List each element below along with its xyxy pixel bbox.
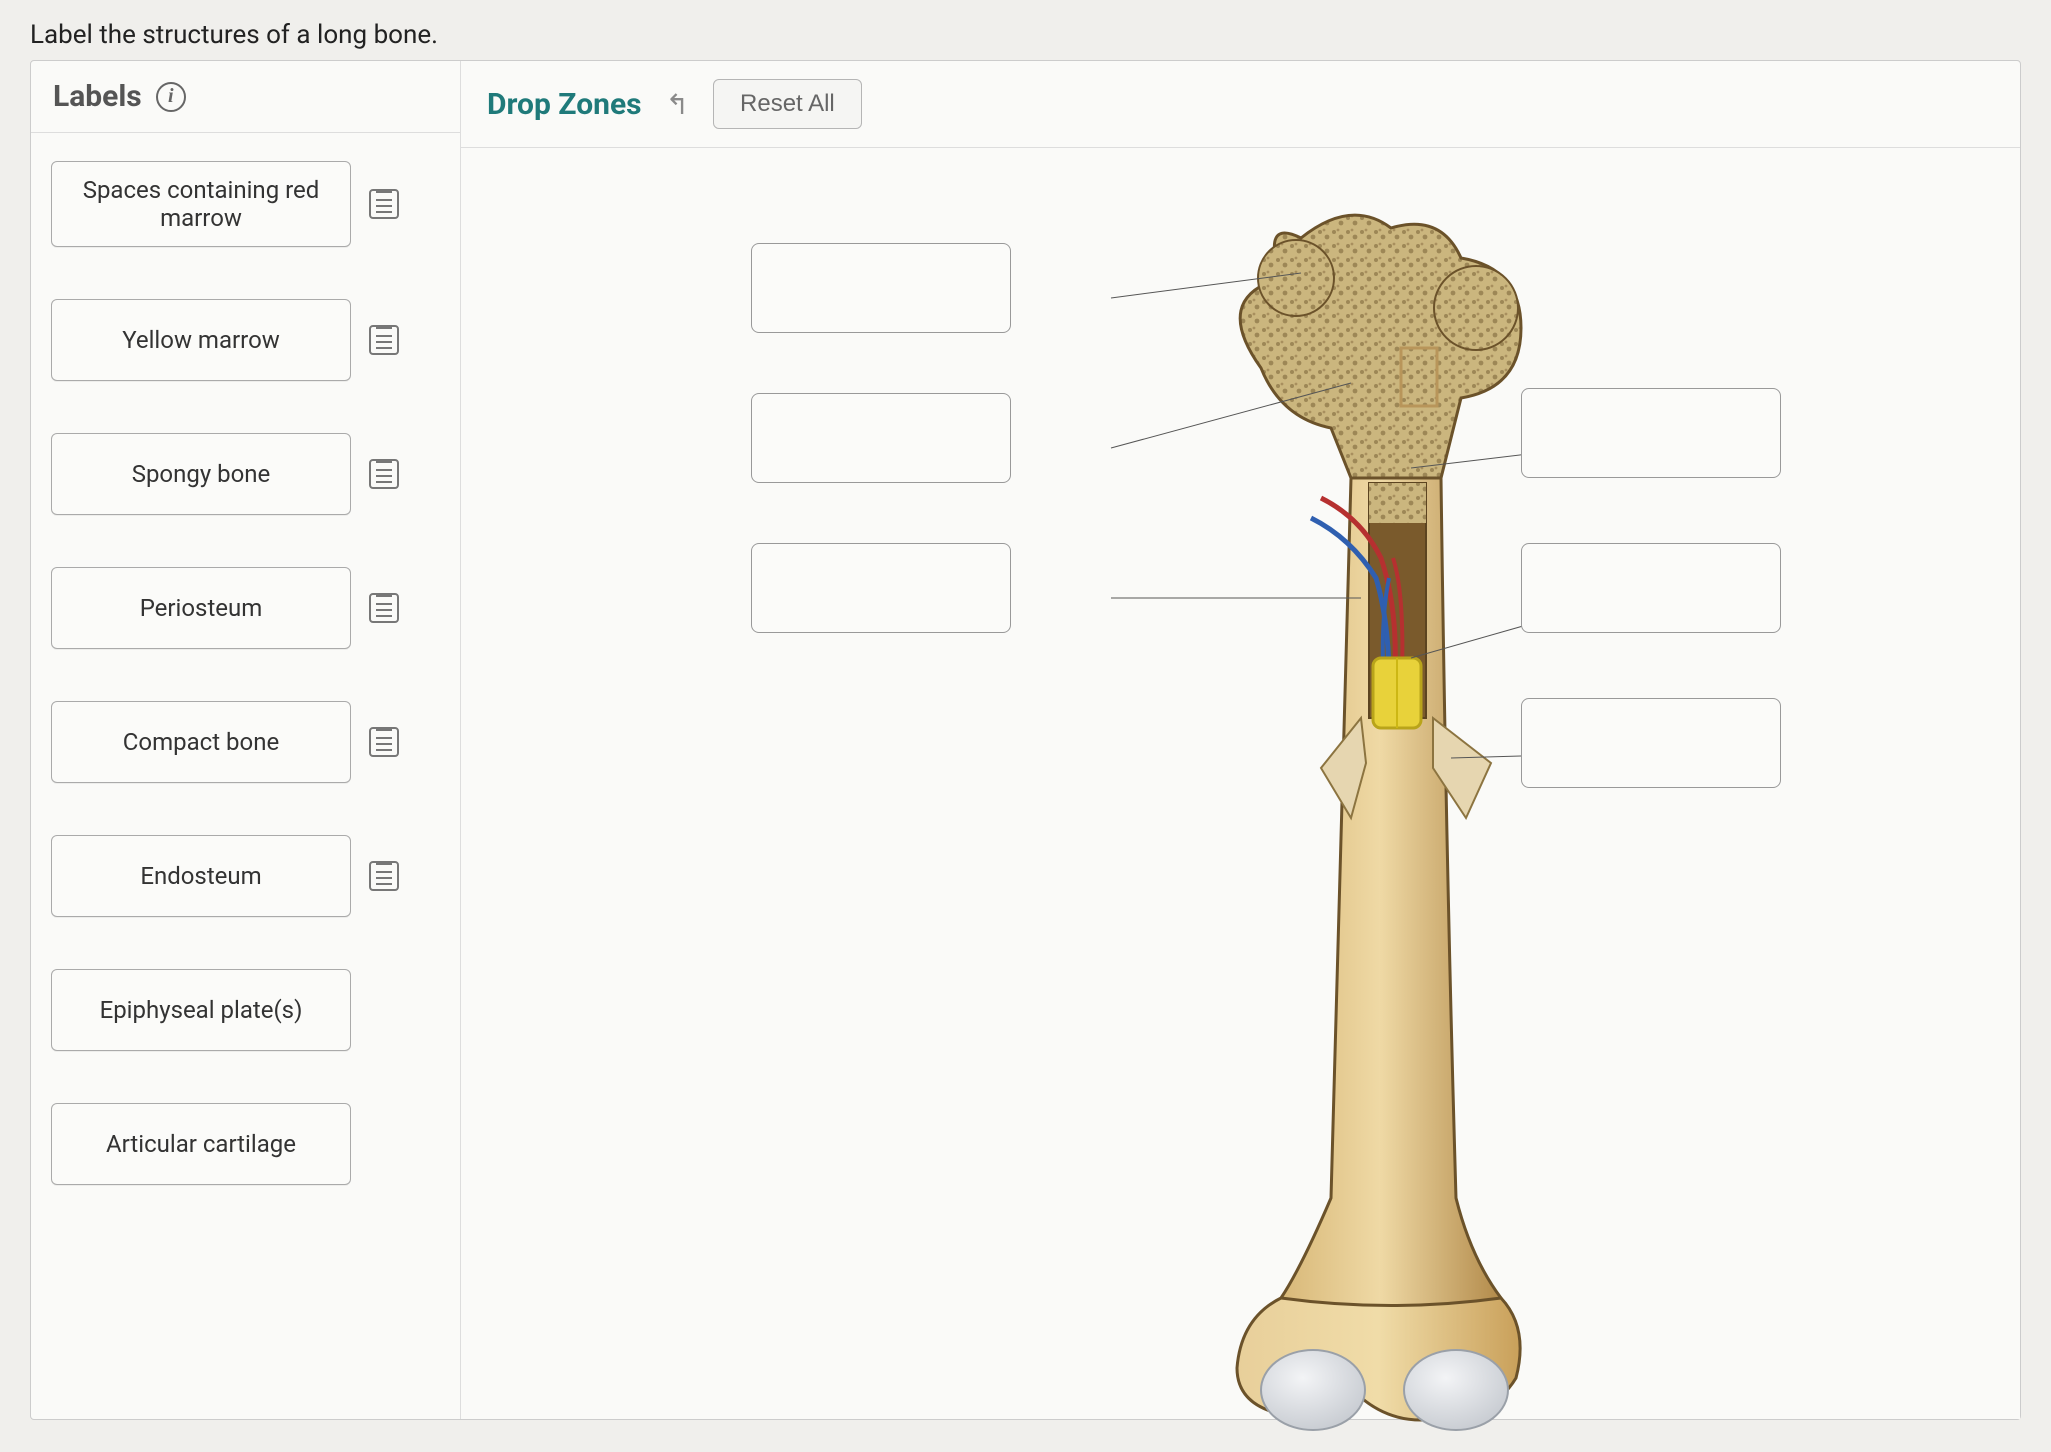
label-card[interactable]: Spaces containing red marrow [51,161,351,247]
drop-target[interactable] [1521,698,1781,788]
dropzones-canvas [461,148,2020,1419]
bone-diagram [561,158,1961,1438]
exercise-panel: Labels i Spaces containing red marrow Ye… [30,60,2021,1420]
undo-icon[interactable]: ↰ [666,88,689,121]
label-card[interactable]: Yellow marrow [51,299,351,381]
labels-header: Labels i [31,61,460,133]
drop-target[interactable] [751,393,1011,483]
drop-target[interactable] [1521,388,1781,478]
label-row: Epiphyseal plate(s) [51,969,440,1051]
label-card[interactable]: Endosteum [51,835,351,917]
label-row: Periosteum [51,567,440,649]
label-row: Compact bone [51,701,440,783]
info-icon[interactable]: i [156,82,186,112]
drop-target[interactable] [751,543,1011,633]
dropzones-title: Drop Zones [487,87,642,122]
duplicate-icon[interactable] [369,189,399,219]
label-card[interactable]: Epiphyseal plate(s) [51,969,351,1051]
label-card[interactable]: Articular cartilage [51,1103,351,1185]
duplicate-icon[interactable] [369,325,399,355]
label-card[interactable]: Compact bone [51,701,351,783]
label-row: Yellow marrow [51,299,440,381]
label-row: Spongy bone [51,433,440,515]
articular-cartilage-lateral [1404,1350,1508,1430]
reset-all-button[interactable]: Reset All [713,79,862,129]
label-row: Spaces containing red marrow [51,161,440,247]
labels-list: Spaces containing red marrow Yellow marr… [31,133,460,1419]
label-row: Endosteum [51,835,440,917]
label-card[interactable]: Spongy bone [51,433,351,515]
duplicate-icon[interactable] [369,861,399,891]
drop-target[interactable] [751,243,1011,333]
articular-cartilage-medial [1261,1350,1365,1430]
instruction-text: Label the structures of a long bone. [30,20,2021,50]
label-card[interactable]: Periosteum [51,567,351,649]
label-row: Articular cartilage [51,1103,440,1185]
labels-title: Labels [53,79,142,114]
duplicate-icon[interactable] [369,459,399,489]
dropzones-header: Drop Zones ↰ Reset All [461,61,2020,148]
labels-column: Labels i Spaces containing red marrow Ye… [31,61,461,1419]
duplicate-icon[interactable] [369,727,399,757]
dropzones-column: Drop Zones ↰ Reset All [461,61,2020,1419]
drop-target[interactable] [1521,543,1781,633]
duplicate-icon[interactable] [369,593,399,623]
